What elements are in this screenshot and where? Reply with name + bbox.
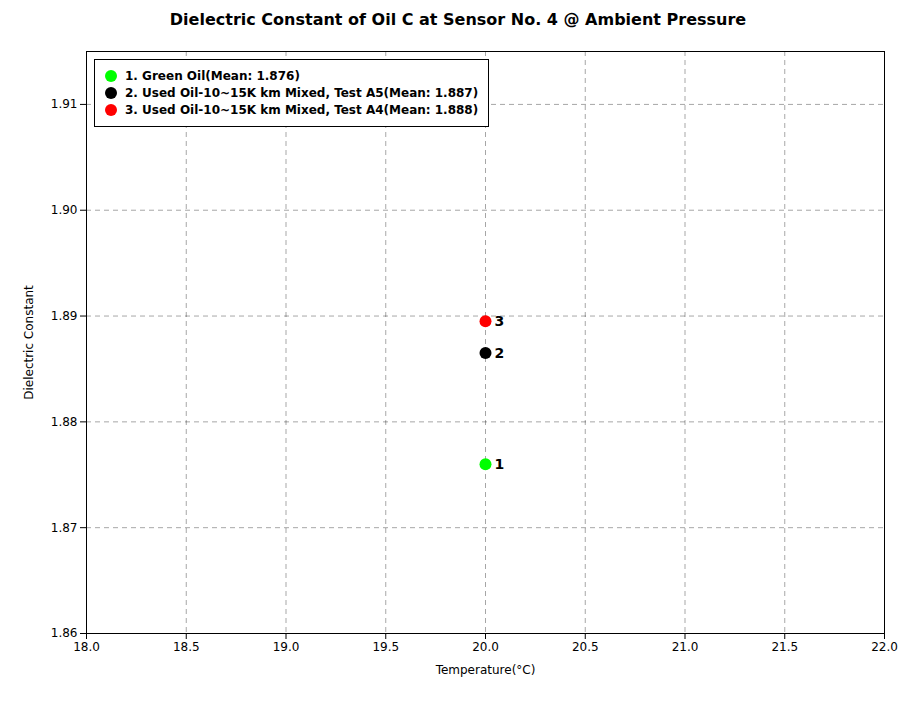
- svg-text:1: 1: [495, 456, 505, 472]
- svg-text:21.5: 21.5: [771, 640, 798, 654]
- svg-text:18.5: 18.5: [173, 640, 200, 654]
- html-text:3. Used Oil-10~15K km Mixed, T: 3. Used Oil-10~15K km Mixed, Test A4(Mea…: [125, 103, 479, 117]
- svg-text:Temperature(°C): Temperature(°C): [435, 663, 536, 677]
- svg-text:1.89: 1.89: [51, 309, 78, 323]
- svg-text:1.91: 1.91: [51, 97, 78, 111]
- svg-text:18.0: 18.0: [73, 640, 100, 654]
- svg-text:3: 3: [495, 313, 505, 329]
- html-text:2. Used Oil-10~15K km Mixed, T: 2. Used Oil-10~15K km Mixed, Test A5(Mea…: [125, 86, 479, 100]
- svg-text:20.5: 20.5: [572, 640, 599, 654]
- svg-text:1.88: 1.88: [51, 415, 78, 429]
- svg-text:1.87: 1.87: [51, 521, 78, 535]
- svg-text:21.0: 21.0: [672, 640, 699, 654]
- svg-text:19.0: 19.0: [273, 640, 300, 654]
- svg-text:Dielectric Constant: Dielectric Constant: [22, 285, 36, 400]
- svg-text:1.86: 1.86: [51, 626, 78, 640]
- html-text:Dielectric Constant of Oil C a: Dielectric Constant of Oil C at Sensor N…: [169, 10, 747, 29]
- svg-text:2: 2: [495, 345, 505, 361]
- svg-text:22.0: 22.0: [871, 640, 898, 654]
- html-text:1. Green Oil(Mean: 1.876): 1. Green Oil(Mean: 1.876): [125, 69, 300, 83]
- svg-text:19.5: 19.5: [372, 640, 399, 654]
- svg-text:1.90: 1.90: [51, 203, 78, 217]
- svg-text:20.0: 20.0: [472, 640, 499, 654]
